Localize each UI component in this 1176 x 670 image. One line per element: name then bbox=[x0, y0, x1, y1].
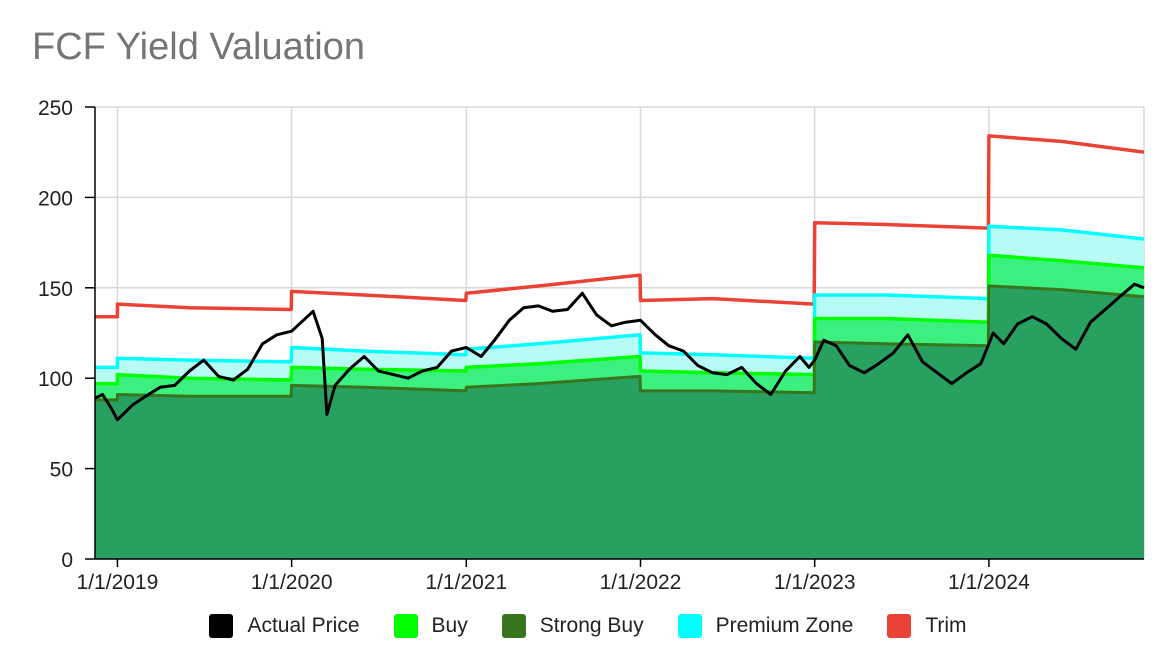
legend-item-premium-zone: Premium Zone bbox=[677, 614, 854, 638]
series-line-premium-zone bbox=[95, 224, 1145, 370]
legend-item-strong-buy: Strong Buy bbox=[501, 614, 644, 638]
series-line-actual-price bbox=[94, 282, 1145, 422]
x-tick-label: 1/1/2019 bbox=[77, 571, 159, 594]
strong-buy-area bbox=[95, 286, 1144, 559]
legend-label: Strong Buy bbox=[539, 614, 644, 637]
legend-item-buy: Buy bbox=[393, 614, 468, 638]
legend-item-actual-price: Actual Price bbox=[209, 614, 360, 638]
x-tick-label: 1/1/2022 bbox=[600, 571, 682, 594]
x-tick-label: 1/1/2023 bbox=[774, 571, 856, 594]
buy-band bbox=[95, 255, 1144, 400]
legend-swatch bbox=[677, 614, 702, 638]
legend-label: Actual Price bbox=[247, 614, 360, 637]
line-layer bbox=[94, 134, 1145, 422]
y-tick-label: 250 bbox=[38, 97, 73, 120]
series-line-trim bbox=[95, 134, 1145, 319]
legend-swatch bbox=[501, 614, 526, 638]
fill-layer bbox=[95, 226, 1144, 559]
chart-title: FCF Yield Valuation bbox=[32, 26, 366, 68]
legend-swatch bbox=[887, 614, 912, 638]
y-tick-label: 0 bbox=[61, 549, 73, 572]
x-tick-label: 1/1/2020 bbox=[251, 571, 333, 594]
series-line-buy bbox=[95, 253, 1145, 386]
y-tick-label: 200 bbox=[38, 187, 73, 210]
axis-layer: 0 50 100 150 200 250 1/1/2019 1/1/2020 1/1/2021 1… bbox=[38, 97, 1144, 594]
legend-swatch bbox=[393, 614, 418, 638]
legend-swatch bbox=[209, 614, 234, 638]
y-tick-label: 100 bbox=[38, 368, 73, 391]
y-tick-label: 50 bbox=[50, 459, 73, 482]
x-tick-label: 1/1/2024 bbox=[948, 571, 1030, 594]
series-line-strong-buy bbox=[95, 284, 1145, 402]
premium-zone-band bbox=[95, 226, 1144, 384]
x-tick-label: 1/1/2021 bbox=[425, 571, 507, 594]
legend-label: Trim bbox=[925, 614, 967, 637]
legend-item-trim: Trim bbox=[887, 614, 967, 638]
legend-label: Buy bbox=[431, 614, 468, 637]
legend: Actual Price Buy Strong Buy Premium Zone Tri… bbox=[0, 614, 1176, 638]
legend-label: Premium Zone bbox=[715, 614, 854, 637]
y-tick-label: 150 bbox=[38, 278, 73, 301]
